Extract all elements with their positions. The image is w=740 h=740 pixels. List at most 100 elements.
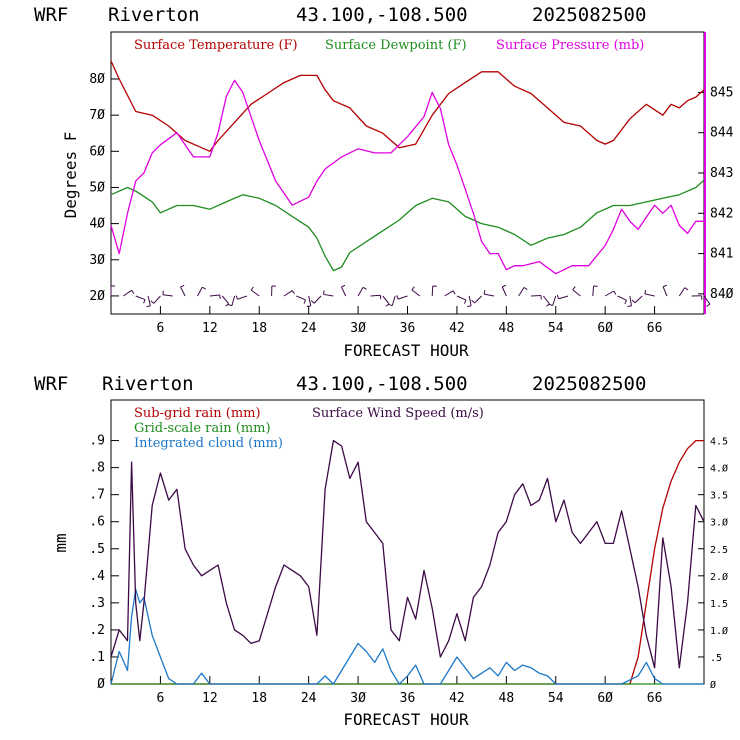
y2-tick-label: 841 bbox=[710, 247, 733, 262]
x-tick-label: 48 bbox=[499, 321, 515, 336]
p1-y-axis-label: Degrees F bbox=[61, 132, 80, 219]
wind-barb bbox=[604, 290, 617, 297]
p1-x-ticks: 6 12 18 24 3Ø 36 42 48 54 6Ø 66 bbox=[157, 306, 663, 336]
wind-barb bbox=[388, 295, 396, 307]
wind-barb bbox=[123, 289, 135, 297]
y-tick-label: .1 bbox=[89, 650, 105, 665]
y-tick-label: 4Ø bbox=[89, 217, 105, 232]
wind-barb bbox=[162, 290, 173, 297]
x-tick-label: 24 bbox=[301, 321, 317, 336]
p2-coords-label: 43.100,-108.500 bbox=[296, 373, 468, 395]
series-line-surface-temperature-f bbox=[110, 60, 705, 152]
x-tick-label: 18 bbox=[251, 691, 267, 706]
wind-barb bbox=[631, 295, 643, 304]
wind-barb bbox=[456, 295, 467, 304]
p1-right-axis-line bbox=[704, 32, 706, 314]
wind-barb bbox=[627, 295, 632, 307]
y2-tick-label: 4.Ø bbox=[710, 463, 728, 475]
precipitation-panel: WRF Riverton 43.100,-108.500 2025082500 … bbox=[34, 373, 728, 729]
wind-barb bbox=[548, 295, 557, 306]
y2-tick-label: 3.5 bbox=[710, 491, 728, 502]
wind-barb bbox=[382, 295, 390, 307]
y-tick-label: .7 bbox=[89, 488, 105, 503]
wind-barb bbox=[501, 284, 507, 297]
wind-barb bbox=[357, 286, 367, 297]
x-tick-label: 42 bbox=[449, 321, 465, 336]
wind-barb bbox=[662, 284, 668, 297]
y-tick-label: 2Ø bbox=[89, 289, 105, 304]
y-tick-label: .9 bbox=[89, 434, 105, 449]
x-tick-label: 66 bbox=[647, 321, 663, 336]
wind-barb bbox=[221, 295, 230, 307]
p2-legend-wind-speed: Surface Wind Speed (m/s) bbox=[312, 406, 484, 421]
x-tick-label: 42 bbox=[449, 691, 465, 706]
p1-plot-frame bbox=[110, 31, 705, 315]
y2-tick-label: 845 bbox=[710, 85, 733, 100]
x-tick-label: 66 bbox=[647, 691, 663, 706]
y-tick-label: 7Ø bbox=[89, 108, 105, 123]
wind-barb bbox=[644, 289, 655, 297]
wind-barb bbox=[483, 290, 495, 297]
y2-tick-label: 2.5 bbox=[710, 545, 728, 556]
x-tick-label: 24 bbox=[301, 691, 317, 706]
wind-barb bbox=[471, 295, 482, 304]
x-tick-label: 6Ø bbox=[597, 691, 613, 706]
x-tick-label: 6 bbox=[157, 691, 165, 706]
series-line-surface-dewpoint-f bbox=[110, 179, 705, 272]
wind-barb bbox=[678, 287, 689, 297]
wind-barb bbox=[592, 285, 598, 297]
x-tick-label: 36 bbox=[400, 321, 416, 336]
y2-tick-label: 2.Ø bbox=[710, 571, 728, 583]
p2-date-label: 2025082500 bbox=[532, 373, 646, 395]
x-tick-label: 12 bbox=[202, 691, 218, 706]
wind-barb bbox=[235, 295, 248, 300]
wind-barb bbox=[250, 286, 260, 297]
p2-x-ticks: 6 12 18 24 3Ø 36 42 48 54 6Ø 66 bbox=[157, 676, 663, 706]
p1-model-label: WRF bbox=[34, 4, 68, 26]
wind-barb bbox=[703, 295, 711, 307]
wind-barb bbox=[617, 295, 627, 305]
x-tick-label: 18 bbox=[251, 321, 267, 336]
p1-coords-label: 43.100,-108.500 bbox=[296, 4, 468, 26]
wind-barb bbox=[431, 285, 437, 297]
wind-barb bbox=[691, 295, 703, 300]
wind-barb bbox=[572, 286, 581, 297]
x-tick-label: 6Ø bbox=[597, 321, 613, 336]
y2-tick-label: 1.5 bbox=[710, 599, 728, 610]
wind-barb bbox=[135, 295, 146, 304]
y-tick-label: .6 bbox=[89, 515, 105, 530]
wind-barb bbox=[531, 294, 542, 300]
wind-barb bbox=[411, 286, 421, 297]
y2-tick-label: 84Ø bbox=[710, 287, 734, 302]
y-tick-label: .5 bbox=[89, 542, 105, 557]
p1-station-label: Riverton bbox=[108, 4, 200, 26]
p1-y2-ticks: 84Ø 841 842 843 844 845 bbox=[698, 85, 734, 302]
p1-series bbox=[110, 60, 705, 275]
y2-tick-label: 1.Ø bbox=[710, 625, 728, 637]
y2-tick-label: 842 bbox=[710, 206, 733, 221]
x-tick-label: 3Ø bbox=[350, 691, 366, 706]
wind-barb bbox=[271, 285, 276, 297]
y-tick-label: 5Ø bbox=[89, 180, 105, 195]
p1-legend-pressure: Surface Pressure (mb) bbox=[496, 38, 644, 53]
x-tick-label: 6 bbox=[157, 321, 165, 336]
wind-barb bbox=[150, 295, 161, 304]
y2-tick-label: 3.Ø bbox=[710, 517, 728, 529]
wind-barb bbox=[467, 295, 472, 308]
wind-barb bbox=[444, 290, 456, 297]
wind-barb bbox=[310, 295, 322, 304]
wind-barb bbox=[146, 295, 151, 308]
p2-x-axis-label: FORECAST HOUR bbox=[343, 710, 469, 729]
y-tick-label: 6Ø bbox=[89, 144, 105, 159]
wind-barb bbox=[209, 294, 221, 299]
wind-barb bbox=[340, 284, 347, 297]
series-line-surface-pressure-mb bbox=[110, 79, 704, 275]
wind-barb bbox=[283, 290, 295, 297]
wind-barb bbox=[556, 294, 569, 300]
x-tick-label: 54 bbox=[548, 691, 564, 706]
wind-barb bbox=[542, 295, 550, 307]
wind-barb bbox=[296, 295, 307, 304]
series-line-surface-wind-speed-m-s bbox=[110, 439, 705, 669]
wind-barb bbox=[227, 295, 236, 307]
